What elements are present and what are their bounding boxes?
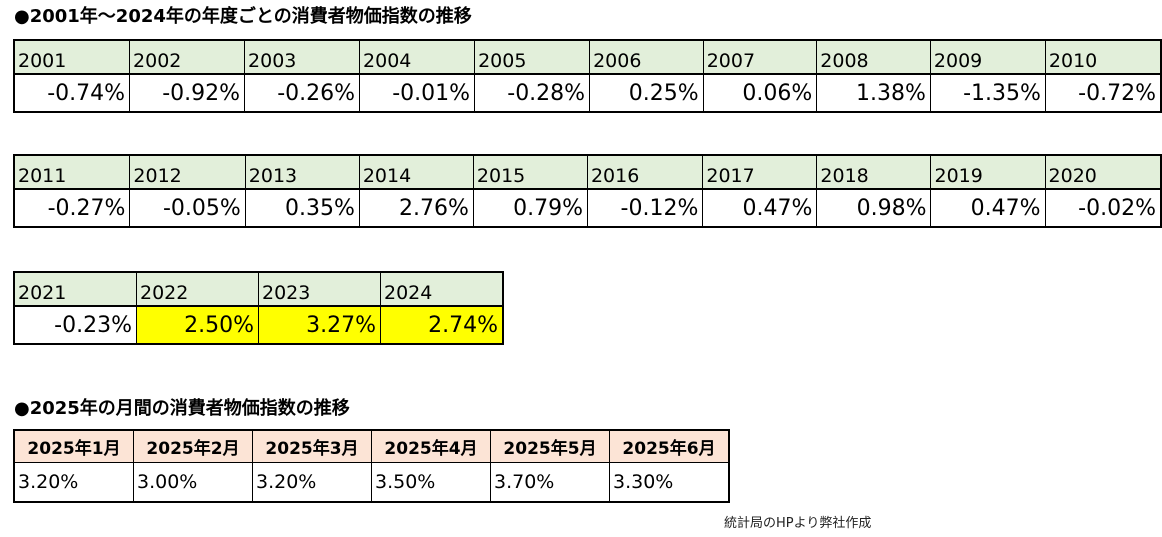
value-cell: 0.35% [244,188,360,228]
value-cell: -0.92% [129,73,246,113]
year-cell: 2003 [244,39,361,75]
value-cell: -0.12% [586,188,704,228]
month-cell: 2025年6月 [609,429,730,463]
year-cell: 2017 [702,154,818,190]
monthly-value-row: 3.20% 3.00% 3.20% 3.50% 3.70% 3.30% [13,462,730,503]
value-cell: 3.20% [13,462,134,503]
year-cell: 2015 [472,154,588,190]
value-cell: -0.01% [359,73,476,113]
year-cell: 2014 [358,154,474,190]
value-cell: 0.06% [702,73,818,113]
year-row: 2021 2022 2023 2024 [13,271,504,307]
annual-cpi-table-2021-2024: 2021 2022 2023 2024 -0.23% 2.50% 3.27% 2… [13,271,504,345]
year-cell: 2020 [1044,154,1162,190]
year-cell: 2018 [816,154,932,190]
year-cell: 2005 [474,39,591,75]
highlighted-value-cell: 2.74% [380,305,504,345]
value-cell: 3.50% [371,462,491,503]
value-cell: -0.27% [13,188,131,228]
value-cell: 0.25% [589,73,704,113]
year-cell: 2019 [930,154,1046,190]
value-cell: 1.38% [816,73,931,113]
value-cell: -0.05% [129,188,246,228]
year-cell: 2022 [136,271,259,307]
value-cell: -0.72% [1044,73,1162,113]
year-row: 2011 2012 2013 2014 2015 2016 2017 2018 … [13,154,1162,190]
value-row: -0.23% 2.50% 3.27% 2.74% [13,305,504,345]
value-cell: 3.20% [252,462,372,503]
year-cell: 2007 [702,39,818,75]
month-row: 2025年1月 2025年2月 2025年3月 2025年4月 2025年5月 … [13,429,730,463]
year-cell: 2006 [589,39,704,75]
value-row: -0.27% -0.05% 0.35% 2.76% 0.79% -0.12% 0… [13,188,1162,228]
month-cell: 2025年2月 [133,429,253,463]
value-cell: -1.35% [929,73,1046,113]
month-cell: 2025年4月 [371,429,491,463]
value-cell: -0.02% [1044,188,1162,228]
value-cell: -0.28% [474,73,591,113]
value-cell: 3.70% [490,462,610,503]
year-cell: 2013 [244,154,360,190]
year-row: 2001 2002 2003 2004 2005 2006 2007 2008 … [13,39,1162,75]
month-cell: 2025年5月 [490,429,610,463]
year-cell: 2009 [929,39,1046,75]
value-row: -0.74% -0.92% -0.26% -0.01% -0.28% 0.25%… [13,73,1162,113]
annual-cpi-table-2011-2020: 2011 2012 2013 2014 2015 2016 2017 2018 … [13,154,1162,228]
value-cell: 0.47% [930,188,1046,228]
annual-cpi-title: ●2001年～2024年の年度ごとの消費者物価指数の推移 [14,6,472,27]
value-cell: 0.98% [816,188,932,228]
annual-cpi-table-2001-2010: 2001 2002 2003 2004 2005 2006 2007 2008 … [13,39,1162,113]
value-cell: 3.30% [609,462,730,503]
year-cell: 2010 [1044,39,1162,75]
highlighted-value-cell: 3.27% [258,305,381,345]
year-cell: 2004 [359,39,476,75]
year-cell: 2021 [13,271,137,307]
year-cell: 2002 [129,39,246,75]
year-cell: 2024 [380,271,504,307]
value-cell: -0.74% [13,73,131,113]
value-cell: 3.00% [133,462,253,503]
year-cell: 2011 [13,154,131,190]
monthly-cpi-title: ●2025年の月間の消費者物価指数の推移 [14,398,350,419]
value-cell: 0.79% [472,188,588,228]
value-cell: -0.26% [244,73,361,113]
highlighted-value-cell: 2.50% [136,305,259,345]
value-cell: 0.47% [702,188,818,228]
month-cell: 2025年1月 [13,429,134,463]
year-cell: 2023 [258,271,381,307]
month-cell: 2025年3月 [252,429,372,463]
year-cell: 2016 [586,154,704,190]
source-note: 統計局のHPより弊社作成 [724,516,872,531]
value-cell: 2.76% [358,188,474,228]
year-cell: 2001 [13,39,131,75]
year-cell: 2008 [816,39,931,75]
year-cell: 2012 [129,154,246,190]
value-cell: -0.23% [13,305,137,345]
monthly-cpi-table-2025: 2025年1月 2025年2月 2025年3月 2025年4月 2025年5月 … [13,429,730,503]
